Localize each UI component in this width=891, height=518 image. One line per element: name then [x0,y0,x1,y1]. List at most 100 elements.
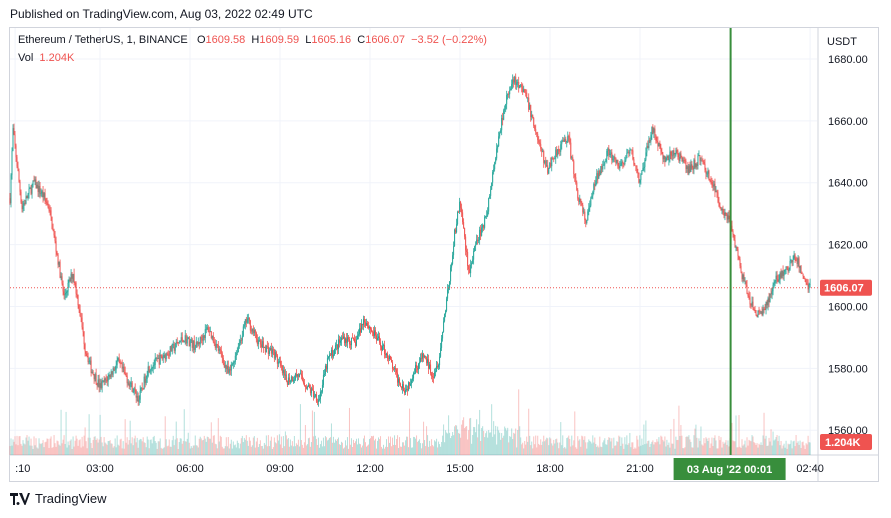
candle-body [481,227,483,236]
volume-bar [597,445,599,455]
candle-body [183,340,185,343]
candle-body [65,293,67,295]
volume-bar [802,441,804,455]
candle-body [360,323,362,333]
volume-bar [646,443,648,455]
volume-bar [197,447,199,455]
volume-bar [389,442,391,455]
candle-body [246,318,248,323]
x-tick-label: 18:00 [536,463,564,475]
candle-body [631,149,633,151]
candle-body [84,344,86,352]
volume-bar [231,448,233,455]
volume-bar [333,442,335,455]
candle-body [224,364,226,368]
volume-bar [809,442,811,455]
volume-bar [211,442,213,455]
candle-body [571,157,573,159]
candle-body [395,368,397,370]
volume-bar [655,442,657,455]
candle-body [150,368,152,371]
candle-body [302,380,304,384]
candle-body [732,231,734,235]
candle-body [650,135,652,142]
candle-body [560,144,562,152]
candle-body [693,159,695,170]
candle-body [269,348,271,351]
volume-bar [502,437,504,455]
candle-body [509,90,511,95]
candle-body [801,272,803,274]
volume-bar [235,447,237,455]
volume-bar [613,437,615,455]
candle-body [642,168,644,171]
volume-bar [423,421,425,455]
candle-body [50,210,52,217]
volume-bar [601,447,603,455]
candle-body [450,267,452,282]
candle-body [425,356,427,358]
candle-body [207,327,209,332]
candle-body [143,376,145,389]
volume-bar [697,447,699,455]
candle-body [92,371,94,375]
volume-bar [490,432,492,455]
candle-body [72,273,74,279]
volume-bar [667,444,669,455]
volume-bar [128,440,130,455]
candle-body [266,346,268,347]
candle-body [254,329,256,333]
candle-body [55,241,57,252]
candle-body [699,155,701,162]
candle-body [283,369,285,376]
volume-bar [443,424,445,455]
volume-bar [549,437,551,455]
volume-bar [763,412,765,455]
candle-body [507,93,509,96]
volume-bar [707,441,709,455]
volume-bar [642,444,644,455]
low-label: L [305,34,312,46]
candle-body [66,291,68,294]
chart-frame[interactable] [9,27,879,482]
volume-bar [573,440,575,455]
volume-bar [399,437,401,455]
candle-body [68,279,70,284]
volume-bar [156,448,158,455]
volume-bar [114,438,116,455]
volume-bar [85,441,87,455]
volume-bar [645,420,647,455]
volume-bar [609,437,611,455]
candle-body [212,335,214,342]
volume-bar [795,435,797,455]
volume-bar [168,439,170,455]
volume-bar [505,428,507,455]
volume-bar [805,443,807,455]
candle-body [716,191,718,193]
volume-bar [70,439,72,455]
candle-body [197,342,199,345]
volume-bar [639,435,641,455]
candle-body [734,239,736,248]
volume-bar [172,435,174,455]
volume-bar [116,435,118,455]
y-tick-label: 1580.00 [828,363,868,375]
candle-body [414,373,416,374]
volume-bar [525,444,527,455]
volume-bar [768,437,770,455]
volume-label: Vol [18,52,34,64]
volume-bar [153,435,155,455]
candle-body [154,358,156,365]
candle-body [14,134,16,146]
candle-body [123,366,125,372]
candle-body [193,340,195,350]
candle-body [223,362,225,368]
candle-body [133,388,135,392]
candle-body [635,165,637,167]
volume-bar [780,441,782,455]
volume-bar [515,428,517,455]
tradingview-footer[interactable]: TradingView [10,491,107,506]
volume-bar [767,445,769,455]
candle-body [152,365,154,369]
